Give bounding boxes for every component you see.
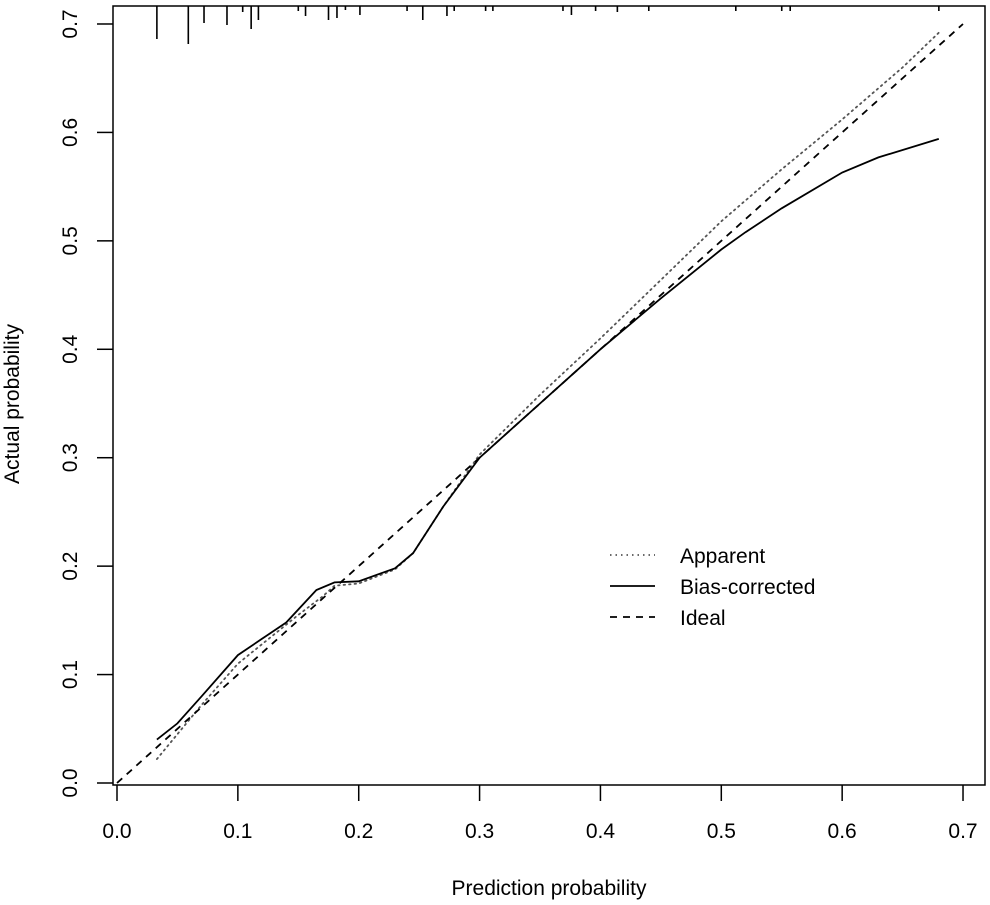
y-tick-label: 0.1 <box>59 660 82 689</box>
x-tick-label: 0.0 <box>102 820 131 843</box>
x-axis: 0.0 0.1 0.2 0.3 0.4 0.5 0.6 0.7 <box>102 785 978 843</box>
x-tick-label: 0.3 <box>465 820 494 843</box>
y-tick-label: 0.4 <box>59 334 82 364</box>
y-tick-label: 0.0 <box>59 768 82 797</box>
y-axis: 0.0 0.1 0.2 0.3 0.4 0.5 0.6 0.7 <box>59 9 113 798</box>
rug-marks <box>156 6 940 44</box>
x-tick-label: 0.2 <box>344 820 373 843</box>
x-tick-label: 0.5 <box>707 820 736 843</box>
y-axis-title: Actual probability <box>1 324 24 484</box>
legend-label: Apparent <box>680 545 765 568</box>
y-tick-label: 0.6 <box>59 118 82 147</box>
x-tick-label: 0.7 <box>948 820 977 843</box>
legend-item: Bias-corrected <box>610 576 815 599</box>
legend-label: Bias-corrected <box>680 576 815 599</box>
legend: Apparent Bias-corrected Ideal <box>610 545 815 630</box>
x-tick-label: 0.1 <box>223 820 252 843</box>
x-tick-label: 0.6 <box>828 820 857 843</box>
legend-label: Ideal <box>680 607 726 630</box>
x-tick-label: 0.4 <box>586 820 616 843</box>
y-tick-label: 0.7 <box>59 9 82 38</box>
y-tick-label: 0.5 <box>59 226 82 255</box>
y-tick-label: 0.2 <box>59 552 82 581</box>
series-bias-corrected <box>156 138 940 741</box>
x-axis-title: Prediction probability <box>452 877 647 900</box>
series-lines <box>116 23 964 784</box>
legend-item: Apparent <box>610 545 765 568</box>
legend-item: Ideal <box>610 607 726 630</box>
y-tick-label: 0.3 <box>59 443 82 472</box>
plot-frame <box>112 5 986 786</box>
